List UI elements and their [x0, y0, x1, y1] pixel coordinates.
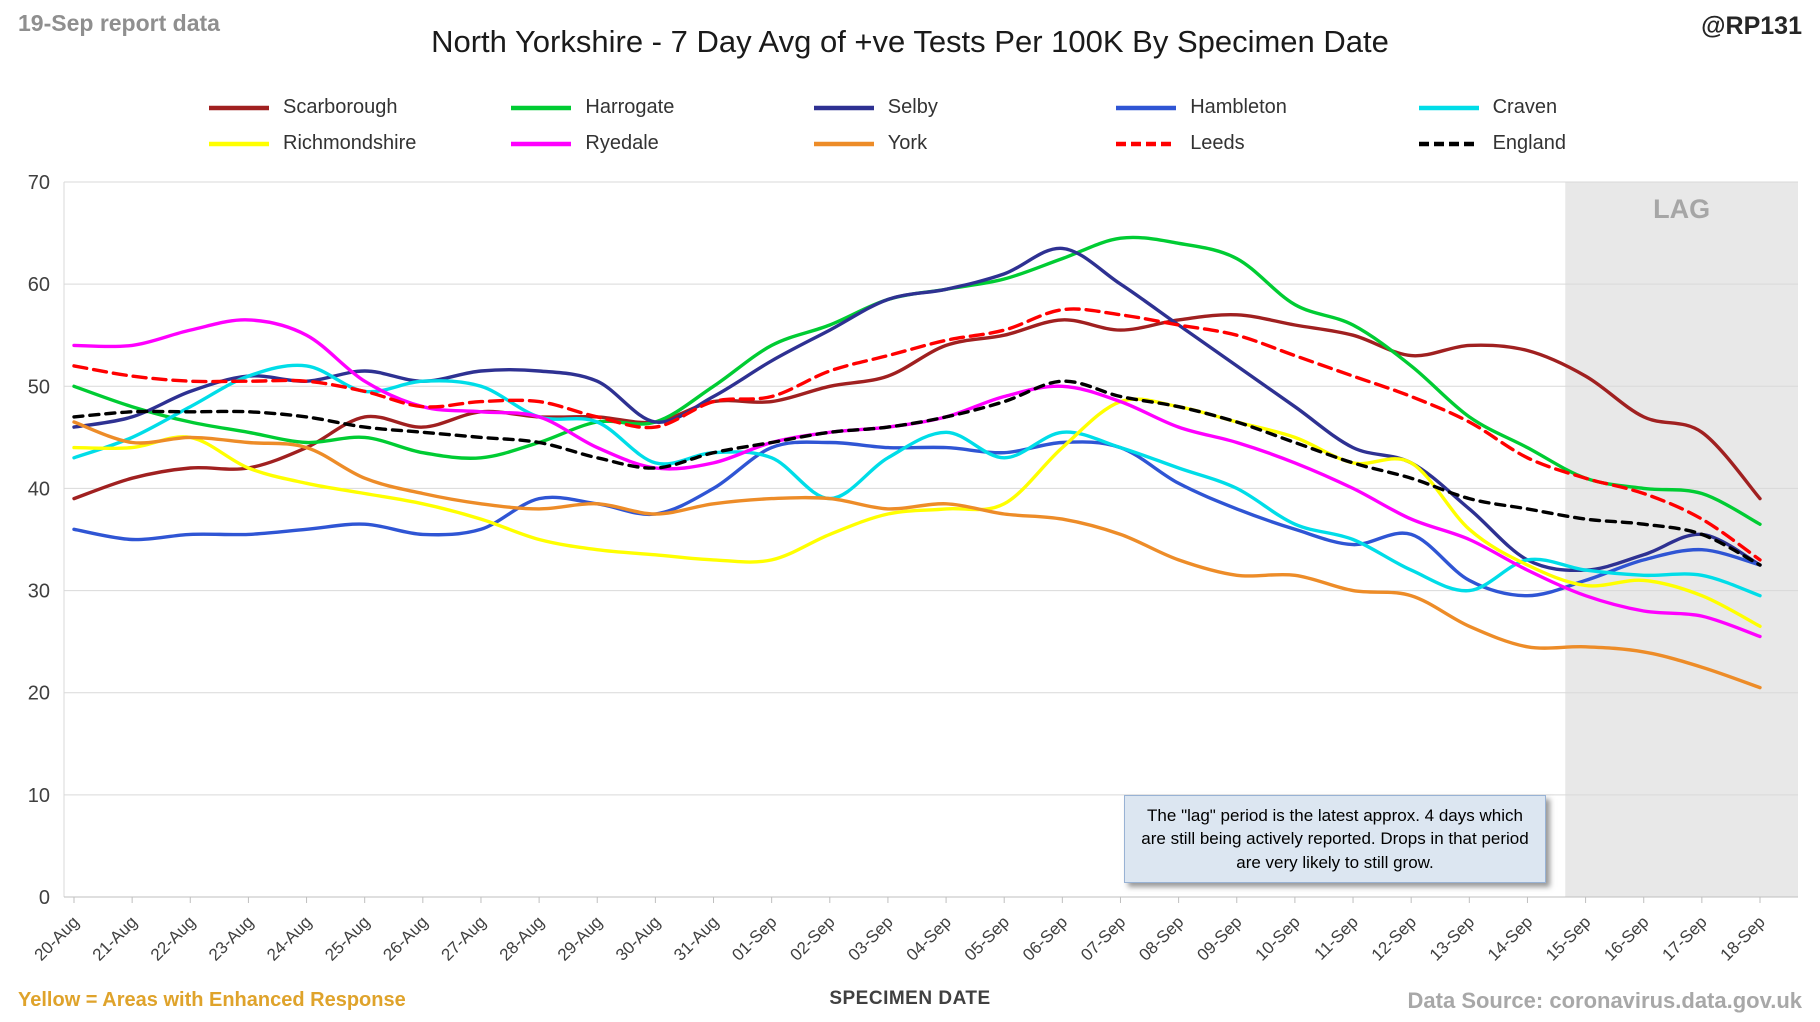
legend-line-hambleton-icon [1116, 105, 1177, 110]
y-axis-label: 20 [28, 683, 50, 705]
legend-line-ryedale-icon [511, 141, 572, 146]
y-axis-label: 10 [28, 785, 50, 807]
legend-label-york: York [887, 132, 928, 154]
legend-label-england: England [1492, 132, 1566, 154]
data-source-label: Data Source: coronavirus.data.gov.uk [1407, 988, 1802, 1013]
x-axis-label: 15-Sep [1542, 912, 1594, 964]
x-axis-label: 14-Sep [1484, 912, 1536, 964]
x-axis-label: 13-Sep [1426, 912, 1478, 964]
x-axis-label: 16-Sep [1600, 912, 1652, 964]
enhanced-response-note: Yellow = Areas with Enhanced Response [18, 989, 406, 1011]
legend-line-york-icon [813, 141, 874, 146]
x-axis-label: 26-Aug [379, 912, 431, 964]
x-axis-label: 18-Sep [1717, 912, 1769, 964]
legend-label-ryedale: Ryedale [585, 132, 659, 154]
series-line-york [72, 420, 1762, 690]
y-axis-label: 40 [28, 478, 50, 500]
x-axis-label: 27-Aug [438, 912, 490, 964]
x-axis-label: 20-Aug [31, 912, 83, 964]
series-line-richmondshire [72, 397, 1762, 628]
legend-line-scarborough-icon [209, 105, 269, 110]
x-axis-label: 08-Sep [1135, 912, 1187, 964]
report-date-label: 19-Sep report data [18, 10, 220, 36]
legend-item-harrogate: Harrogate [510, 94, 812, 121]
legend-label-harrogate: Harrogate [585, 96, 675, 118]
x-axis-label: 24-Aug [263, 912, 315, 964]
x-axis-label: 04-Sep [903, 912, 955, 964]
legend-item-scarborough: Scarborough [208, 94, 510, 121]
lag-region-label: LAG [1653, 194, 1710, 224]
legend-label-scarborough: Scarborough [283, 96, 398, 118]
series-line-leeds [72, 307, 1762, 562]
y-axis-label: 70 [28, 172, 50, 194]
author-handle: @RP131 [1701, 12, 1802, 40]
legend-item-craven: Craven [1418, 94, 1720, 121]
series-line-selby [72, 246, 1762, 573]
legend-line-england-icon [1418, 141, 1479, 146]
legend-label-richmondshire: Richmondshire [283, 132, 417, 154]
series-line-harrogate [72, 235, 1762, 526]
x-axis-label: 30-Aug [612, 912, 664, 964]
x-axis-title: SPECIMEN DATE [829, 988, 991, 1009]
x-axis-label: 05-Sep [961, 912, 1013, 964]
series-line-scarborough [72, 312, 1762, 501]
x-axis-label: 12-Sep [1368, 912, 1420, 964]
lag-annotation: The "lag" period is the latest approx. 4… [1124, 795, 1546, 884]
x-axis-label: 21-Aug [89, 912, 141, 964]
legend-line-craven-icon [1418, 105, 1479, 110]
legend-line-selby-icon [813, 105, 874, 110]
legend-item-england: England [1418, 130, 1720, 157]
legend-line-richmondshire-icon [209, 141, 269, 146]
legend-item-selby: Selby [813, 94, 1115, 121]
series-line-england [72, 379, 1762, 567]
chart-legend: Scarborough Harrogate Selby Hambleton Craven… [208, 94, 1720, 157]
x-axis-label: 28-Aug [496, 912, 548, 964]
series-line-ryedale [72, 318, 1762, 639]
x-axis-label: 17-Sep [1658, 912, 1710, 964]
y-axis-label: 0 [39, 887, 50, 909]
x-axis-label: 01-Sep [728, 912, 780, 964]
y-axis-label: 30 [28, 581, 50, 603]
x-axis-label: 22-Aug [147, 912, 199, 964]
chart-title: North Yorkshire - 7 Day Avg of +ve Tests… [431, 24, 1389, 59]
legend-line-harrogate-icon [511, 105, 572, 110]
x-axis-label: 06-Sep [1019, 912, 1071, 964]
x-axis-label: 25-Aug [321, 912, 373, 964]
legend-item-richmondshire: Richmondshire [208, 130, 510, 157]
legend-label-hambleton: Hambleton [1190, 96, 1287, 118]
x-axis-label: 11-Sep [1311, 912, 1362, 963]
x-axis-label: 09-Sep [1193, 912, 1245, 964]
legend-item-hambleton: Hambleton [1115, 94, 1417, 121]
x-axis-label: 23-Aug [205, 912, 257, 964]
x-axis-label: 02-Sep [786, 912, 838, 964]
x-axis-label: 31-Aug [670, 912, 722, 964]
series-line-hambleton [72, 440, 1762, 598]
legend-label-craven: Craven [1492, 96, 1558, 118]
legend-label-leeds: Leeds [1190, 132, 1245, 154]
legend-item-york: York [813, 130, 1115, 157]
legend-label-selby: Selby [887, 96, 938, 118]
x-axis-label: 10-Sep [1252, 912, 1304, 964]
x-axis-label: 29-Aug [554, 912, 606, 964]
x-axis-label: 03-Sep [845, 912, 897, 964]
legend-line-leeds-icon [1116, 141, 1177, 146]
legend-item-ryedale: Ryedale [510, 130, 812, 157]
legend-item-leeds: Leeds [1115, 130, 1417, 157]
y-axis-label: 50 [28, 376, 50, 398]
x-axis-label: 07-Sep [1077, 912, 1129, 964]
y-axis-label: 60 [28, 274, 50, 296]
